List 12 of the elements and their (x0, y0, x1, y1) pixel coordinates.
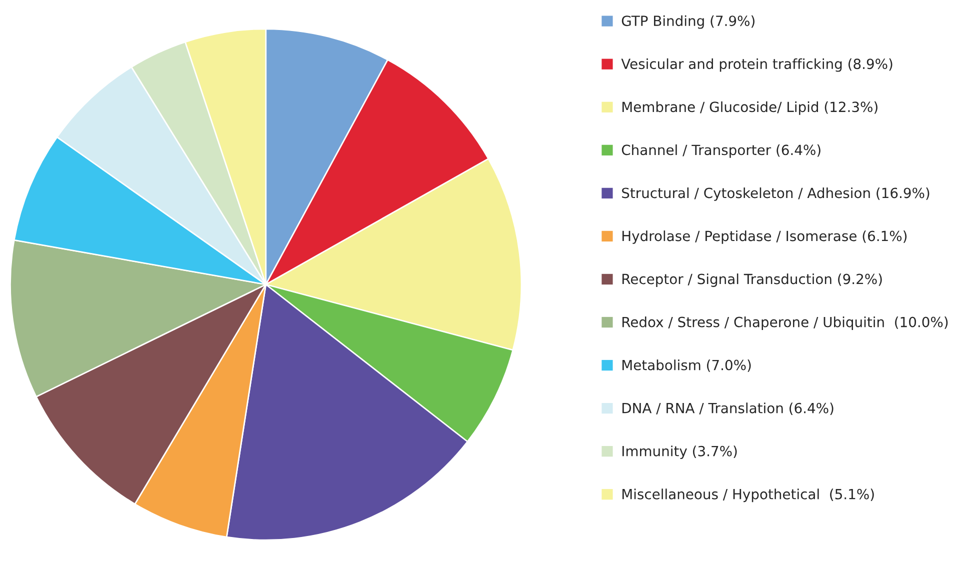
legend-label: Vesicular and protein trafficking (8.9%) (621, 58, 892, 72)
legend-label: Hydrolase / Peptidase / Isomerase (6.1%) (622, 230, 907, 244)
legend-label: Immunity (3.7%) (622, 446, 737, 460)
legend-label: Miscellaneous / Hypothetical (5.1%) (622, 488, 874, 502)
legend-label: Metabolism (7.0%) (622, 360, 751, 372)
legend-label: Membrane / Glucoside/ Lipid (12.3%) (622, 101, 878, 115)
legend-label: Receptor / Signal Transduction (9.2%) (622, 273, 882, 287)
legend-label: Structural / Cytoskeleton / Adhesion (16.9%) (622, 187, 930, 201)
legend-label: Redox / Stress / Chaperone / Ubiquitin (10.0%) (622, 316, 948, 330)
legend-label: DNA / RNA / Translation (6.4%) (622, 402, 834, 415)
legend-label: Channel / Transporter (6.4%) (622, 144, 820, 158)
legend-label: GTP Binding (7.9%) (622, 15, 754, 29)
